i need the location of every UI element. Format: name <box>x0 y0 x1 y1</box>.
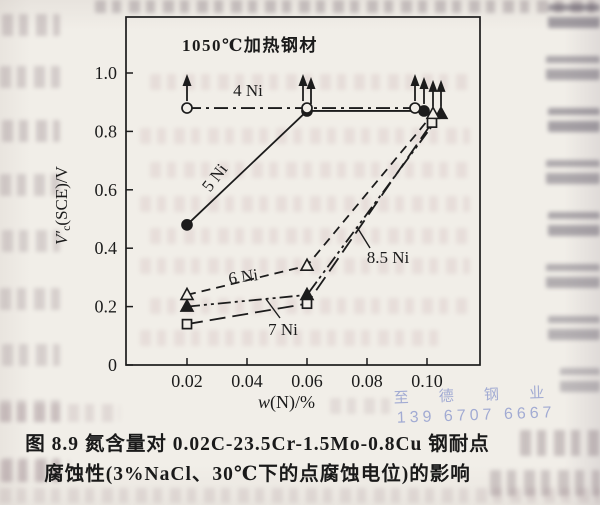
series-7Ni <box>186 113 442 308</box>
arrows-5Ni <box>306 76 429 104</box>
x-tick-label: 0.06 <box>291 371 323 391</box>
y-axis-label-subscript: c <box>59 225 73 231</box>
y-tick-label: 0.4 <box>95 238 118 258</box>
y-tick-label: 0.8 <box>95 121 118 141</box>
series-label-4Ni: 4 Ni <box>233 81 263 100</box>
y-axis-label: V′c(SCE)/V <box>52 166 182 245</box>
x-tick-label: 0.08 <box>351 371 383 391</box>
y-tick-label: 0.2 <box>95 297 118 317</box>
arrows-4Ni <box>182 74 420 102</box>
y-tick-label: 1.0 <box>95 63 118 83</box>
y-axis-label-units: (SCE)/V <box>52 166 71 226</box>
series-label-7Ni: 7 Ni <box>268 320 298 339</box>
watermark: 至 德 钢 业 139 6707 6667 <box>393 381 558 428</box>
markers-7Ni <box>179 105 449 312</box>
markers-5Ni <box>181 105 430 231</box>
x-tick-label: 0.10 <box>411 371 443 391</box>
x-tick-label: 0.04 <box>231 371 263 391</box>
figure-caption-line2: 腐蚀性(3%NaCl、30℃下的点腐蚀电位)的影响 <box>44 464 471 485</box>
figure-caption: 图 8.9 氮含量对 0.02C-23.5Cr-1.5Mo-0.8Cu 钢耐点 … <box>0 430 515 490</box>
series-label-85Ni: 8.5 Ni <box>367 248 410 267</box>
series-label-6Ni: 6 Ni <box>227 265 259 288</box>
markers-6Ni <box>179 105 441 301</box>
y-tick-label: 0 <box>108 355 117 375</box>
figure-caption-line1: 图 8.9 氮含量对 0.02C-23.5Cr-1.5Mo-0.8Cu 钢耐点 <box>25 434 490 455</box>
series-label-5Ni: 5 Ni <box>198 160 231 195</box>
arrows-6Ni <box>428 79 438 107</box>
x-axis-label-units: (N)/% <box>270 392 315 412</box>
x-axis-label-symbol: w <box>258 392 271 412</box>
x-tick-label: 0.02 <box>171 371 203 391</box>
x-axis-label: w(N)/% <box>258 392 315 413</box>
arrows-7Ni <box>436 79 446 107</box>
markers-4Ni <box>181 102 421 114</box>
y-tick-label: 0.6 <box>95 180 118 200</box>
watermark-company-name: 至 德 钢 业 <box>393 384 558 407</box>
label-leader-line <box>356 226 371 249</box>
axes: 0.02 0.04 0.06 0.08 0.10 0 0.2 0.4 0.6 0.8 1.0 <box>95 16 481 391</box>
label-leader-line <box>265 298 281 319</box>
plot-annotation-heat-treatment: 1050℃加热钢材 <box>182 36 318 55</box>
y-axis-label-symbol: V′ <box>52 230 71 245</box>
